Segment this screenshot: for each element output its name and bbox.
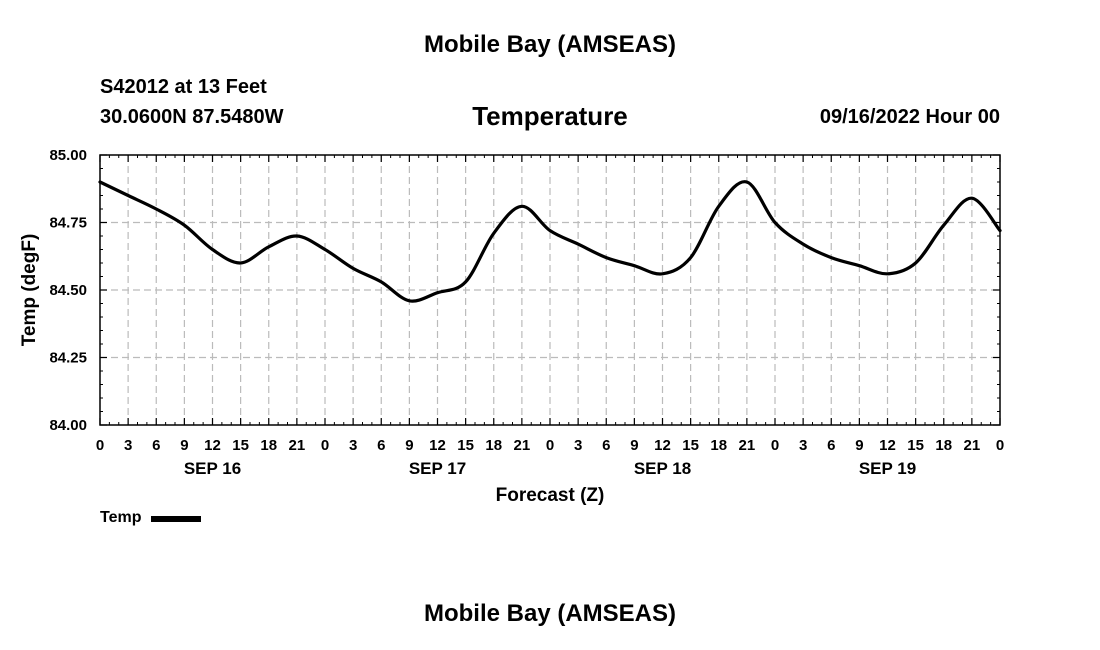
x-tick-label: 15 — [232, 437, 249, 454]
x-tick-label: 0 — [321, 437, 329, 454]
legend-label-temp: Temp — [100, 509, 142, 526]
y-tick-label: 84.00 — [49, 417, 87, 434]
x-tick-label: 18 — [710, 437, 727, 454]
date-label: SEP 18 — [634, 459, 691, 478]
x-tick-label: 18 — [260, 437, 277, 454]
x-tick-label: 6 — [152, 437, 160, 454]
chart-labels: 0 3 6 9 12 15 18 21 0 3 6 9 12 15 18 21 0 3 6 9 12 15 18 21 0 3 6 9… — [49, 147, 1004, 478]
x-tick-label: 6 — [827, 437, 835, 454]
x-tick-label: 3 — [574, 437, 582, 454]
date-label: SEP 19 — [859, 459, 916, 478]
x-tick-label: 12 — [204, 437, 221, 454]
x-tick-label: 6 — [602, 437, 610, 454]
x-tick-label: 3 — [349, 437, 357, 454]
x-tick-label: 21 — [739, 437, 756, 454]
x-tick-label: 0 — [771, 437, 779, 454]
x-tick-label: 9 — [180, 437, 188, 454]
chart-main-title: Mobile Bay (AMSEAS) — [423, 31, 677, 58]
chart-main-title-repeat: Mobile Bay (AMSEAS) — [423, 600, 677, 627]
y-tick-label: 84.25 — [49, 350, 87, 367]
x-tick-label: 0 — [546, 437, 554, 454]
x-tick-label: 6 — [377, 437, 385, 454]
x-tick-label: 3 — [799, 437, 807, 454]
forecast-run-time: 09/16/2022 Hour 00 — [819, 106, 1000, 128]
x-tick-label: 9 — [855, 437, 863, 454]
y-axis-label: Temp (degF) — [19, 234, 40, 347]
x-tick-label: 12 — [429, 437, 446, 454]
coordinates-label: 30.0600N 87.5480W — [100, 106, 284, 128]
date-label: SEP 16 — [184, 459, 241, 478]
x-axis-label: Forecast (Z) — [496, 485, 605, 506]
x-tick-label: 15 — [682, 437, 699, 454]
x-tick-label: 21 — [514, 437, 531, 454]
y-tick-label: 84.50 — [49, 282, 87, 299]
x-tick-label: 15 — [907, 437, 924, 454]
y-tick-label: 84.75 — [49, 215, 87, 232]
x-tick-label: 9 — [405, 437, 413, 454]
x-tick-label: 12 — [654, 437, 671, 454]
x-tick-label: 21 — [289, 437, 306, 454]
x-tick-label: 15 — [457, 437, 474, 454]
station-label: S42012 at 13 Feet — [100, 76, 267, 98]
x-tick-label: 18 — [485, 437, 502, 454]
chart-grid — [100, 155, 1000, 425]
date-label: SEP 17 — [409, 459, 466, 478]
x-tick-label: 21 — [964, 437, 981, 454]
chart-series — [98, 180, 1002, 303]
x-tick-label: 3 — [124, 437, 132, 454]
chart-subtitle: Temperature — [472, 101, 628, 131]
chart-legend: Temp — [100, 509, 202, 527]
plot-frame — [99, 154, 1001, 426]
x-tick-label: 0 — [996, 437, 1004, 454]
series-line-temp — [98, 180, 1002, 303]
y-tick-label: 85.00 — [49, 147, 87, 164]
x-tick-label: 0 — [96, 437, 104, 454]
x-tick-label: 12 — [879, 437, 896, 454]
x-tick-label: 18 — [935, 437, 952, 454]
legend-swatch-temp — [151, 516, 202, 522]
x-tick-label: 9 — [630, 437, 638, 454]
